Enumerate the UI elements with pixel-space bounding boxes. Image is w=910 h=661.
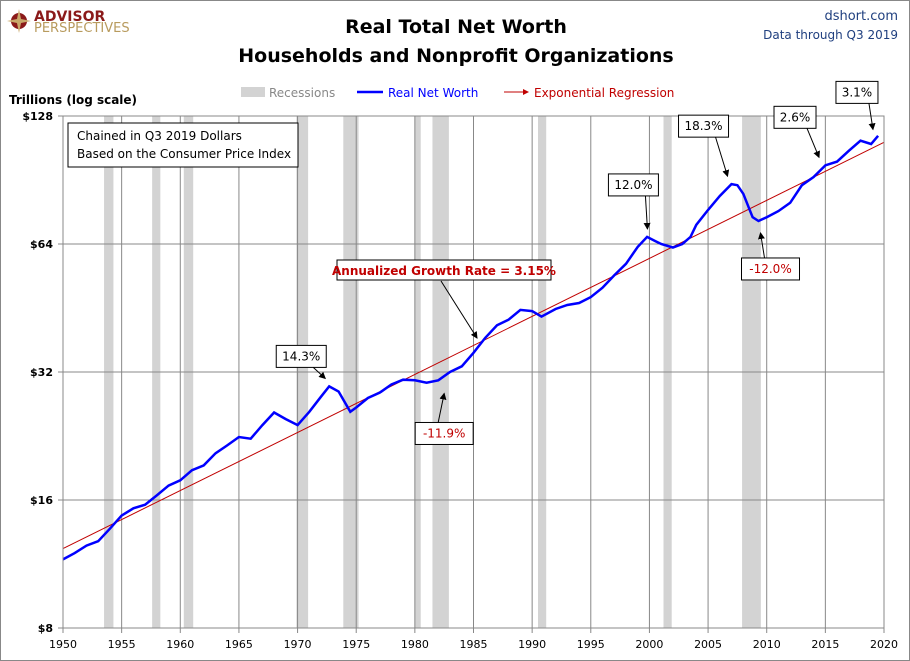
annotation-box xyxy=(607,173,659,197)
annotation-box xyxy=(773,105,817,129)
growth-rate-label: Annualized Growth Rate = 3.15% xyxy=(332,264,556,278)
annotation-box xyxy=(275,344,327,368)
annotation-arrow xyxy=(806,128,820,159)
x-tick-label: 1995 xyxy=(577,638,605,651)
x-tick-label: 1975 xyxy=(342,638,370,651)
x-tick-label: 1955 xyxy=(108,638,136,651)
annotation-arrow xyxy=(312,367,326,380)
annotation-arrow xyxy=(715,136,730,178)
legend-recessions: Recessions xyxy=(269,86,335,100)
annotation-label: -11.9% xyxy=(423,426,465,440)
x-tick-label: 1990 xyxy=(518,638,546,651)
source-label: dshort.com xyxy=(824,9,898,24)
compass-star-icon xyxy=(7,9,31,33)
note-line-2: Based on the Consumer Price Index xyxy=(77,147,291,161)
note-box-frame xyxy=(67,122,299,168)
x-tick-label: 1980 xyxy=(401,638,429,651)
x-tick-label: 2010 xyxy=(753,638,781,651)
y-tick-label: $64 xyxy=(30,238,53,251)
net-worth-line xyxy=(62,134,880,561)
logo-line2: PERSPECTIVES xyxy=(34,21,130,36)
annotation-label: 18.3% xyxy=(684,119,722,133)
x-tick-label: 2005 xyxy=(694,638,722,651)
y-tick-label: $128 xyxy=(22,110,53,123)
legend-regression: Exponential Regression xyxy=(534,86,674,100)
x-tick-label: 1965 xyxy=(225,638,253,651)
annotation-arrow xyxy=(757,231,765,259)
x-tick-label: 1970 xyxy=(284,638,312,651)
x-tick-label: 2020 xyxy=(870,638,898,651)
note-box: Chained in Q3 2019 Dollars Based on the … xyxy=(67,122,299,168)
annotation-label: 14.3% xyxy=(282,349,320,363)
annotation-arrow xyxy=(868,103,876,131)
y-tick-label: $8 xyxy=(38,622,53,635)
annotation-box xyxy=(741,257,801,281)
annotation-arrow xyxy=(437,392,447,423)
legend: Recessions Real Net Worth Exponential Re… xyxy=(241,86,674,100)
annotation-label: 12.0% xyxy=(614,178,652,192)
annotation-label: 2.6% xyxy=(780,110,811,124)
data-through-label: Data through Q3 2019 xyxy=(763,28,898,42)
x-tick-label: 1985 xyxy=(460,638,488,651)
legend-series: Real Net Worth xyxy=(388,86,478,100)
logo: ADVISOR PERSPECTIVES xyxy=(7,9,130,36)
annotation-label: 3.1% xyxy=(842,85,873,99)
x-tick-label: 2000 xyxy=(635,638,663,651)
annotation-box xyxy=(835,80,879,104)
annotation-arrow xyxy=(643,195,651,230)
regression-line xyxy=(62,141,885,550)
plot-frame xyxy=(62,115,885,629)
x-tick-label: 1960 xyxy=(166,638,194,651)
y-tick-label: $32 xyxy=(30,366,53,379)
chart-subtitle: Households and Nonprofit Organizations xyxy=(238,45,674,67)
x-tick-label: 2015 xyxy=(811,638,839,651)
annotation-box xyxy=(678,114,730,138)
annotation-box xyxy=(414,421,474,445)
growth-box xyxy=(336,259,552,281)
growth-rate-annotation: Annualized Growth Rate = 3.15% xyxy=(332,259,556,339)
growth-arrow xyxy=(440,280,478,339)
chart-title: Real Total Net Worth xyxy=(345,16,567,38)
legend-recession-swatch xyxy=(241,87,265,97)
x-tick-label: 1950 xyxy=(49,638,77,651)
y-tick-label: $16 xyxy=(30,494,53,507)
logo-line1: ADVISOR xyxy=(34,9,105,25)
note-line-1: Chained in Q3 2019 Dollars xyxy=(77,129,242,143)
annotation-label: -12.0% xyxy=(749,262,791,276)
y-axis-label: Trillions (log scale) xyxy=(9,93,137,107)
